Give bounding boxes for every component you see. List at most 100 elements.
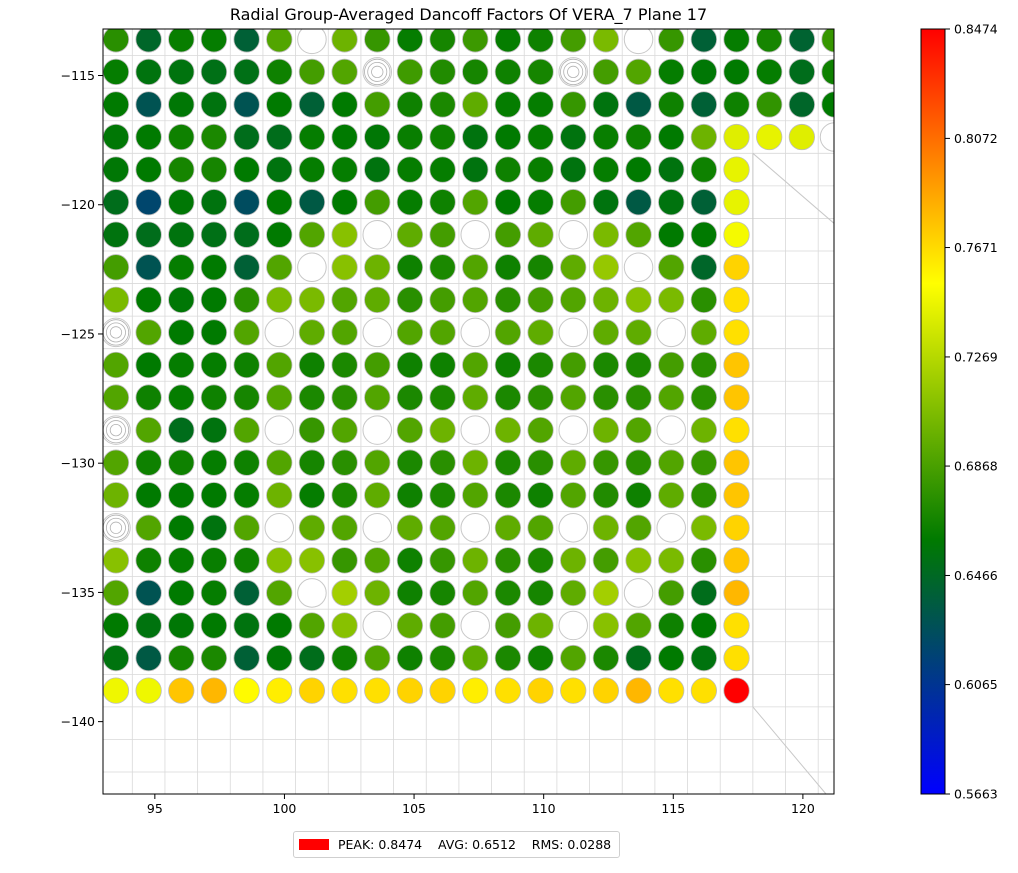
fuel-pin	[462, 644, 489, 672]
colorbar-tick-label: 0.8474	[954, 22, 998, 37]
fuel-pin	[396, 286, 424, 313]
fuel-pin	[200, 254, 228, 281]
fuel-pin	[396, 579, 424, 607]
fuel-pin	[429, 351, 456, 379]
fuel-pin	[298, 91, 326, 118]
fuel-pin	[135, 677, 162, 704]
fuel-pin	[658, 254, 685, 281]
fuel-pin	[429, 58, 456, 86]
fuel-pin	[396, 677, 424, 704]
fuel-pin	[103, 254, 130, 281]
fuel-pin	[298, 286, 326, 313]
fuel-pin	[592, 123, 620, 151]
fuel-pin	[396, 482, 424, 509]
chart-title: Radial Group-Averaged Dancoff Factors Of…	[230, 5, 707, 25]
fuel-pin	[364, 123, 391, 151]
fuel-pin	[200, 612, 228, 639]
fuel-pin	[266, 156, 293, 183]
guide-tube-cell	[558, 415, 588, 445]
guide-tube-cell	[297, 29, 327, 55]
fuel-pin	[266, 482, 293, 509]
fuel-pin	[103, 91, 130, 118]
instrument-ring	[371, 65, 384, 79]
fuel-pin	[233, 91, 260, 118]
fuel-pin	[494, 612, 522, 639]
fuel-pin	[266, 189, 293, 216]
fuel-pin	[658, 123, 685, 151]
fuel-pin	[527, 449, 554, 476]
fuel-pin	[103, 221, 130, 248]
fuel-pin	[690, 58, 718, 86]
fuel-pin	[723, 547, 750, 574]
guide-tube-cell	[103, 513, 131, 543]
fuel-pin	[331, 449, 358, 476]
fuel-pin	[200, 449, 228, 476]
fuel-pin	[690, 319, 718, 346]
fuel-pin	[560, 482, 587, 509]
fuel-pin	[592, 29, 620, 53]
fuel-pin	[723, 221, 750, 248]
fuel-pin	[266, 286, 293, 313]
fuel-pin	[560, 254, 587, 281]
x-tick-label: 115	[661, 801, 685, 816]
fuel-pin	[396, 547, 424, 574]
fuel-pin	[527, 221, 554, 248]
fuel-pin	[331, 29, 358, 53]
fuel-pin	[527, 254, 554, 281]
fuel-pin	[560, 677, 587, 704]
fuel-pin	[266, 29, 293, 53]
fuel-pin	[462, 384, 489, 411]
fuel-pin	[690, 612, 718, 639]
fuel-pin	[298, 416, 326, 444]
fuel-pin	[690, 384, 718, 411]
fuel-pin	[168, 416, 195, 444]
fuel-pin	[233, 579, 260, 607]
fuel-pin	[233, 58, 260, 86]
fuel-pin	[168, 482, 195, 509]
guide-tube-cell	[362, 513, 393, 543]
colorbar-tick-label: 0.6868	[954, 459, 998, 474]
fuel-pin	[331, 416, 358, 444]
fuel-pin	[331, 547, 358, 574]
x-tick-label: 105	[402, 801, 426, 816]
fuel-pin	[723, 416, 750, 444]
fuel-pin	[396, 58, 424, 86]
fuel-pin	[135, 286, 162, 313]
fuel-pin	[103, 286, 130, 313]
fuel-pin	[494, 156, 522, 183]
fuel-pin	[690, 416, 718, 444]
fuel-pin	[364, 482, 391, 509]
fuel-pin	[494, 644, 522, 672]
fuel-pin	[200, 156, 228, 183]
fuel-pin	[103, 677, 130, 704]
guide-tube-cell	[819, 122, 834, 152]
fuel-pin	[429, 644, 456, 672]
fuel-pin	[233, 677, 260, 704]
fuel-pin	[560, 29, 587, 53]
fuel-pin	[200, 91, 228, 118]
fuel-pin	[625, 351, 652, 379]
fuel-pin	[135, 449, 162, 476]
fuel-pin	[396, 416, 424, 444]
fuel-pin	[429, 416, 456, 444]
fuel-pin	[429, 29, 456, 53]
fuel-pin	[233, 416, 260, 444]
fuel-pin	[364, 189, 391, 216]
fuel-pin	[298, 221, 326, 248]
fuel-pin	[429, 156, 456, 183]
fuel-pin	[658, 612, 685, 639]
fuel-pin	[658, 156, 685, 183]
instrument-ring	[563, 61, 584, 82]
peak-legend-swatch	[299, 839, 329, 850]
fuel-pin	[168, 189, 195, 216]
fuel-pin	[625, 286, 652, 313]
fuel-pin	[266, 612, 293, 639]
fuel-pin	[592, 254, 620, 281]
fuel-pin	[821, 58, 834, 86]
fuel-pin	[462, 547, 489, 574]
fuel-pin	[298, 123, 326, 151]
fuel-pin	[168, 221, 195, 248]
fuel-pin	[527, 416, 554, 444]
fuel-pin	[527, 91, 554, 118]
fuel-pin	[592, 416, 620, 444]
